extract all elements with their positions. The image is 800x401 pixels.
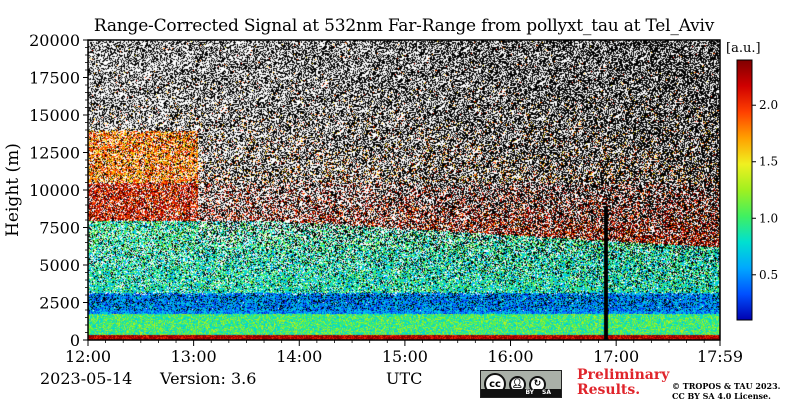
cc-license-badge: cc 👤︎ ↻ BY SA [480,370,562,398]
cc-by-text: BY [525,389,535,396]
x-tick-label: 17:00 [593,347,639,366]
colorbar-tick-label: 2.0 [759,98,778,112]
date-label: 2023-05-14 [40,369,133,388]
y-tick-label: 10000 [29,181,80,200]
copyright-notice: © TROPOS & TAU 2023. CC BY SA 4.0 Licens… [672,381,780,401]
cc-sa-text: SA [542,389,551,396]
x-tick-label: 14:00 [276,347,322,366]
cc-license-strip: BY SA [481,389,561,397]
colorbar-unit-label: [a.u.] [726,41,761,56]
x-tick-label: 17:59 [697,347,743,366]
preliminary-line-1: Preliminary [577,367,670,383]
colorbar-axis: 0.5 1.0 1.5 2.0 [752,98,778,282]
x-tick-label: 16:00 [487,347,533,366]
y-tick-label: 15000 [29,106,80,125]
y-tick-label: 2500 [39,294,80,313]
copyright-line-2: CC BY SA 4.0 License. [672,391,771,401]
preliminary-notice: Preliminary Results. [577,368,669,398]
y-tick-label: 12500 [29,144,80,163]
chart-title: Range-Corrected Signal at 532nm Far-Rang… [93,16,715,36]
x-tick-label: 13:00 [171,347,217,366]
y-axis-label: Height (m) [3,143,23,237]
version-label: Version: 3.6 [160,369,257,388]
y-tick-label: 7500 [39,219,80,238]
x-tick-label: 15:00 [382,347,428,366]
y-tick-label: 5000 [39,256,80,275]
x-axis-label: UTC [386,369,423,388]
colorbar-tick-label: 1.5 [759,155,778,169]
y-axis: 0 2500 5000 7500 10000 12500 15000 17500 20000 [29,31,88,350]
y-tick-label: 17500 [29,69,80,88]
preliminary-line-2: Results. [577,382,641,398]
y-tick-label: 0 [70,331,80,350]
colorbar [736,59,753,321]
x-tick-label: 12:00 [65,347,111,366]
y-tick-label: 20000 [29,31,80,50]
copyright-line-1: © TROPOS & TAU 2023. [672,381,781,391]
colorbar-tick-label: 1.0 [759,211,778,225]
heatmap-raster-container [88,40,720,340]
x-axis: 12:00 13:00 14:00 15:00 16:00 17:00 17:59 [65,340,743,366]
colorbar-tick-label: 0.5 [759,268,778,282]
